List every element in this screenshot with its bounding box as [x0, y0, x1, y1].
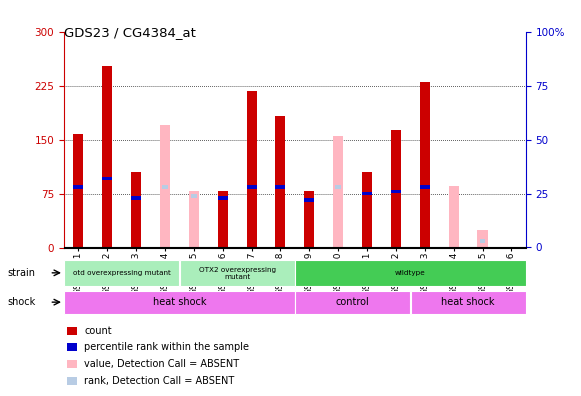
Bar: [64, 291, 295, 314]
Bar: [189, 191, 199, 248]
Bar: [131, 172, 141, 248]
Text: OTX2 overexpressing
mutant: OTX2 overexpressing mutant: [199, 267, 275, 280]
Bar: [218, 196, 228, 200]
Bar: [419, 185, 430, 189]
Bar: [295, 261, 526, 286]
Text: wildtype: wildtype: [395, 270, 426, 276]
Bar: [295, 291, 410, 314]
Bar: [191, 194, 196, 198]
Bar: [304, 198, 314, 202]
Bar: [480, 239, 485, 243]
Bar: [449, 187, 458, 248]
Bar: [218, 191, 228, 248]
Text: otd overexpressing mutant: otd overexpressing mutant: [73, 270, 171, 276]
Bar: [160, 125, 170, 248]
Text: count: count: [84, 326, 112, 336]
Bar: [478, 230, 487, 248]
Bar: [362, 172, 372, 248]
Bar: [131, 196, 141, 200]
Bar: [102, 66, 112, 248]
Bar: [102, 177, 112, 180]
Bar: [391, 130, 401, 248]
Text: heat shock: heat shock: [442, 297, 495, 307]
Text: percentile rank within the sample: percentile rank within the sample: [84, 342, 249, 352]
Bar: [333, 136, 343, 248]
Text: strain: strain: [8, 268, 35, 278]
Text: rank, Detection Call = ABSENT: rank, Detection Call = ABSENT: [84, 375, 235, 386]
Text: control: control: [336, 297, 370, 307]
Bar: [246, 185, 257, 189]
Bar: [362, 192, 372, 195]
Bar: [304, 191, 314, 248]
Text: GDS23 / CG4384_at: GDS23 / CG4384_at: [64, 26, 196, 39]
Bar: [275, 185, 285, 189]
Bar: [411, 291, 526, 314]
Bar: [275, 116, 285, 248]
Bar: [391, 190, 401, 193]
Text: heat shock: heat shock: [153, 297, 206, 307]
Bar: [73, 185, 84, 189]
Text: shock: shock: [8, 297, 36, 307]
Bar: [246, 91, 257, 248]
Bar: [73, 134, 84, 248]
Bar: [162, 185, 168, 189]
Text: value, Detection Call = ABSENT: value, Detection Call = ABSENT: [84, 359, 239, 369]
Bar: [64, 261, 179, 286]
Bar: [335, 185, 341, 189]
Bar: [180, 261, 295, 286]
Bar: [419, 82, 430, 248]
